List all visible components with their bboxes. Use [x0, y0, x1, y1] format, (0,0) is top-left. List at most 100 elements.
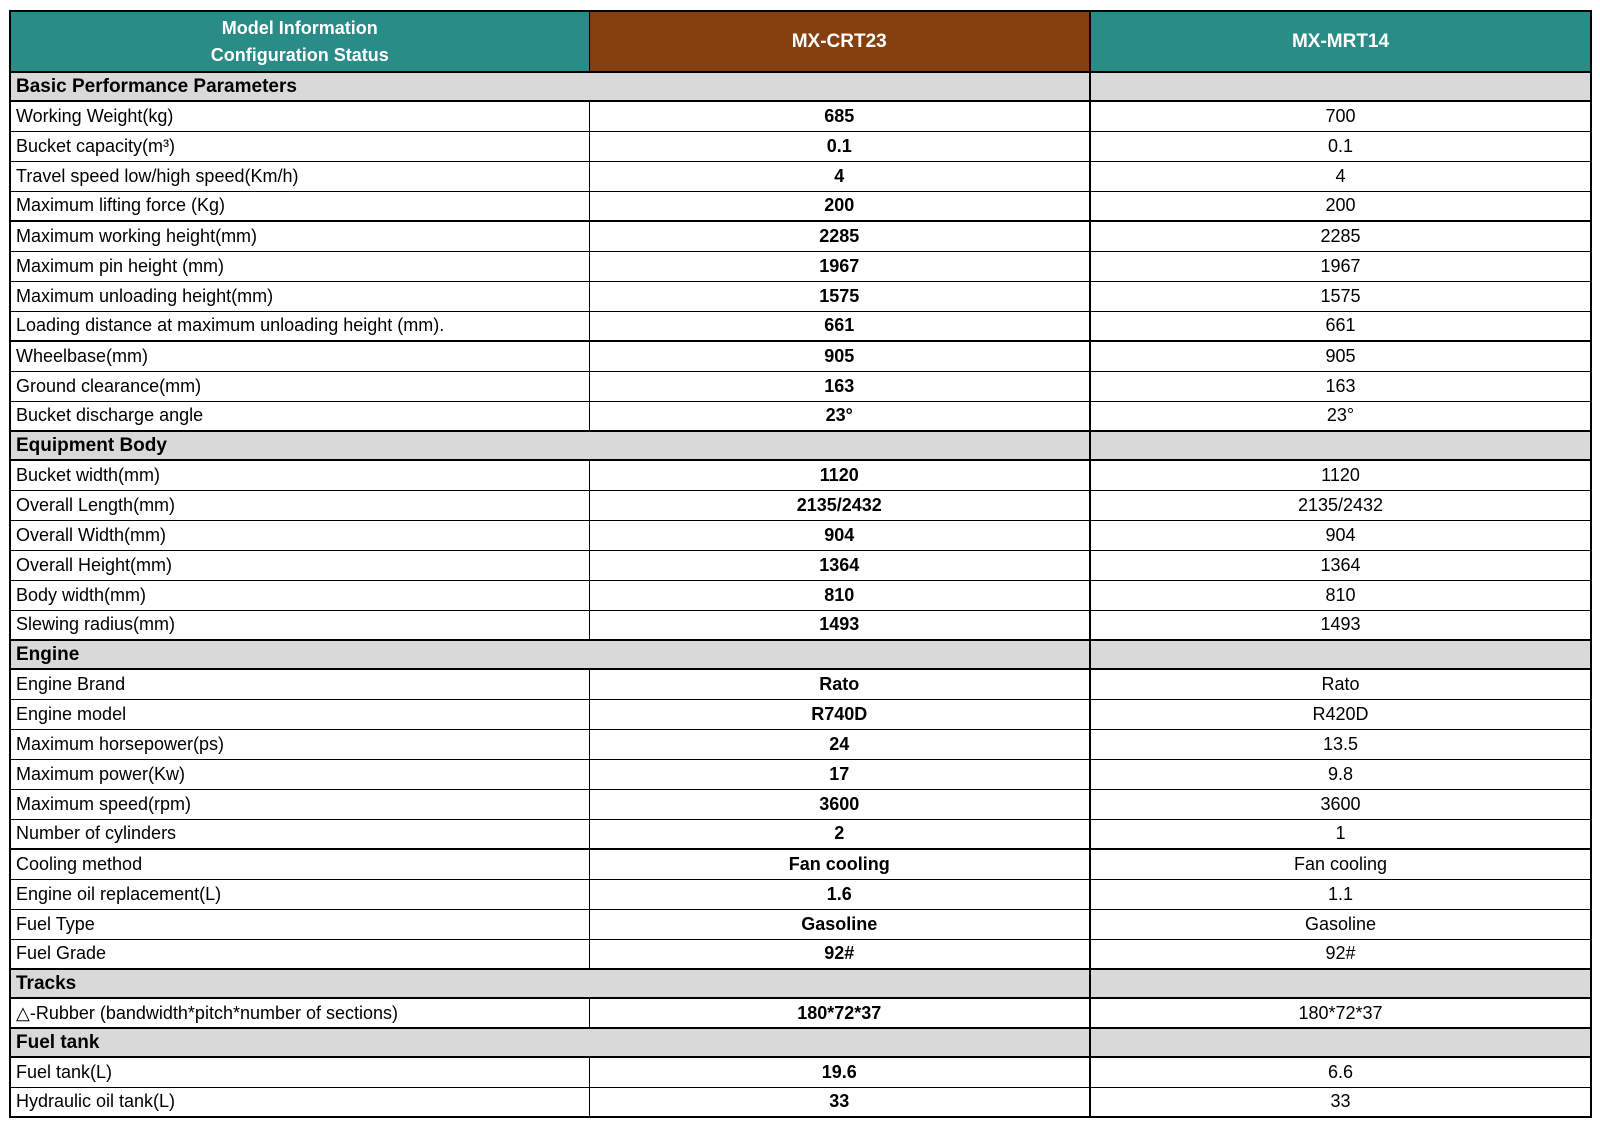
mrt14-value: 180*72*37	[1089, 997, 1592, 1029]
crt23-value: 17	[588, 758, 1091, 790]
spec-row: Ground clearance(mm) 163 163	[9, 370, 1592, 402]
mx-mrt14-header-cell: MX-MRT14	[1089, 10, 1592, 73]
spec-label: Engine Brand	[9, 668, 590, 700]
spec-label: Maximum speed(rpm)	[9, 788, 590, 820]
mrt14-value: Gasoline	[1089, 908, 1592, 940]
spec-row: Fuel Grade 92# 92#	[9, 938, 1592, 970]
spec-row: Maximum speed(rpm) 3600 3600	[9, 788, 1592, 820]
spec-row: Fuel tank(L) 19.6 6.6	[9, 1056, 1592, 1088]
spec-row: Engine Brand Rato Rato	[9, 668, 1592, 700]
spec-label: Loading distance at maximum unloading he…	[9, 310, 590, 342]
crt23-value: Rato	[588, 668, 1091, 700]
mrt14-value: 9.8	[1089, 758, 1592, 790]
spec-row: Maximum unloading height(mm) 1575 1575	[9, 280, 1592, 312]
crt23-value: 23°	[588, 400, 1091, 432]
mrt14-value: 661	[1089, 310, 1592, 342]
crt23-value: 1575	[588, 280, 1091, 312]
section-title: Equipment Body	[9, 430, 1091, 461]
crt23-value: 685	[588, 100, 1091, 132]
model-comparison-table: Model Information Configuration Status M…	[9, 10, 1592, 1118]
spec-row: Body width(mm) 810 810	[9, 579, 1592, 611]
spec-row: Travel speed low/high speed(Km/h) 4 4	[9, 160, 1592, 192]
crt23-value: 1967	[588, 250, 1091, 282]
spec-label: Bucket discharge angle	[9, 400, 590, 432]
crt23-value: 2285	[588, 220, 1091, 252]
model-info-header-line2: Configuration Status	[210, 44, 389, 65]
spec-row: Overall Length(mm) 2135/2432 2135/2432	[9, 489, 1592, 521]
spec-label: Bucket width(mm)	[9, 459, 590, 491]
spec-row: Engine model R740D R420D	[9, 698, 1592, 730]
spec-row: Engine oil replacement(L) 1.6 1.1	[9, 878, 1592, 910]
spec-label: Maximum working height(mm)	[9, 220, 590, 252]
table-header-row: Model Information Configuration Status M…	[9, 10, 1592, 73]
spec-label: Engine oil replacement(L)	[9, 878, 590, 910]
spec-row: Slewing radius(mm) 1493 1493	[9, 609, 1592, 641]
spec-row: Maximum working height(mm) 2285 2285	[9, 220, 1592, 252]
spec-row: Maximum power(Kw) 17 9.8	[9, 758, 1592, 790]
mrt14-value: 1	[1089, 818, 1592, 850]
mrt14-value: 904	[1089, 519, 1592, 551]
spec-row: Maximum pin height (mm) 1967 1967	[9, 250, 1592, 282]
crt23-value: 19.6	[588, 1056, 1091, 1088]
spec-label: Bucket capacity(m³)	[9, 130, 590, 162]
section-title: Engine	[9, 639, 1091, 670]
crt23-value: 92#	[588, 938, 1091, 970]
crt23-value: 0.1	[588, 130, 1091, 162]
crt23-value: Fan cooling	[588, 848, 1091, 880]
mrt14-value: R420D	[1089, 698, 1592, 730]
crt23-value: 33	[588, 1086, 1091, 1118]
spec-label: Travel speed low/high speed(Km/h)	[9, 160, 590, 192]
spec-label: Slewing radius(mm)	[9, 609, 590, 641]
section-title: Tracks	[9, 968, 1091, 999]
spec-label: Wheelbase(mm)	[9, 340, 590, 372]
spec-row: △-Rubber (bandwidth*pitch*number of sect…	[9, 997, 1592, 1029]
mrt14-value: 13.5	[1089, 728, 1592, 760]
crt23-value: 810	[588, 579, 1091, 611]
mrt14-value: 905	[1089, 340, 1592, 372]
mrt14-value: 200	[1089, 190, 1592, 222]
section-header-row: Basic Performance Parameters	[9, 71, 1592, 102]
crt23-value: 2	[588, 818, 1091, 850]
spec-row: Maximum horsepower(ps) 24 13.5	[9, 728, 1592, 760]
crt23-value: 904	[588, 519, 1091, 551]
crt23-value: 180*72*37	[588, 997, 1091, 1029]
mrt14-value: 23°	[1089, 400, 1592, 432]
section-title-spacer	[1089, 71, 1592, 102]
spec-label: Engine model	[9, 698, 590, 730]
spec-label: Fuel Grade	[9, 938, 590, 970]
spec-row: Hydraulic oil tank(L) 33 33	[9, 1086, 1592, 1118]
crt23-value: 1364	[588, 549, 1091, 581]
spec-label: Body width(mm)	[9, 579, 590, 611]
mrt14-value: 1364	[1089, 549, 1592, 581]
mrt14-value: 163	[1089, 370, 1592, 402]
section-header-row: Engine	[9, 639, 1592, 670]
mrt14-value: Fan cooling	[1089, 848, 1592, 880]
crt23-value: 200	[588, 190, 1091, 222]
spec-label: △-Rubber (bandwidth*pitch*number of sect…	[9, 997, 590, 1029]
mrt14-value: 810	[1089, 579, 1592, 611]
spec-row: Cooling method Fan cooling Fan cooling	[9, 848, 1592, 880]
mrt14-value: 6.6	[1089, 1056, 1592, 1088]
crt23-value: 1.6	[588, 878, 1091, 910]
spec-label: Cooling method	[9, 848, 590, 880]
mx-crt23-header-cell: MX-CRT23	[588, 10, 1091, 73]
mrt14-value: 1493	[1089, 609, 1592, 641]
spec-label: Overall Height(mm)	[9, 549, 590, 581]
spec-label: Overall Length(mm)	[9, 489, 590, 521]
mrt14-value: 92#	[1089, 938, 1592, 970]
crt23-value: Gasoline	[588, 908, 1091, 940]
section-header-row: Tracks	[9, 968, 1592, 999]
table-header: Model Information Configuration Status M…	[9, 10, 1592, 73]
spec-label: Number of cylinders	[9, 818, 590, 850]
spec-row: Loading distance at maximum unloading he…	[9, 310, 1592, 342]
spec-label: Maximum unloading height(mm)	[9, 280, 590, 312]
spec-row: Bucket capacity(m³) 0.1 0.1	[9, 130, 1592, 162]
mrt14-value: 700	[1089, 100, 1592, 132]
mrt14-value: 3600	[1089, 788, 1592, 820]
spec-label: Maximum lifting force (Kg)	[9, 190, 590, 222]
crt23-value: 1120	[588, 459, 1091, 491]
mrt14-value: 2285	[1089, 220, 1592, 252]
spec-label: Fuel Type	[9, 908, 590, 940]
spec-row: Overall Width(mm) 904 904	[9, 519, 1592, 551]
